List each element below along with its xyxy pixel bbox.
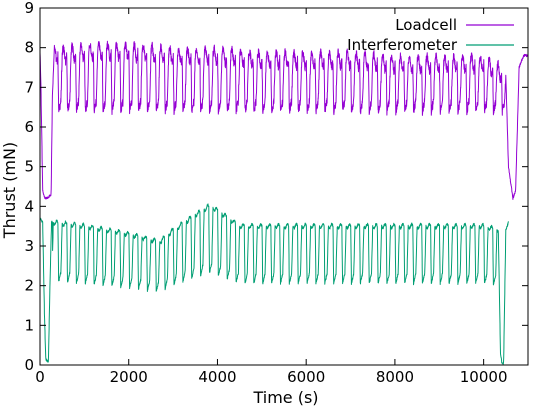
y-tick-label: 2 [24,277,34,295]
y-tick-label: 7 [24,78,34,96]
y-tick-label: 3 [24,237,34,255]
legend-label-loadcell: Loadcell [395,16,457,34]
x-tick-label: 0 [35,368,45,386]
y-tick-label: 6 [24,118,34,136]
x-tick-label: 10000 [460,368,508,386]
x-tick-label: 6000 [287,368,325,386]
series-layer [39,40,529,365]
legend-label-interferometer: Interferometer [347,36,458,54]
y-tick-label: 9 [24,0,34,17]
y-tick-label: 0 [24,356,34,374]
y-tick-label: 5 [24,158,34,176]
ticks-layer: 0 2000 4000 6000 8000 10000 0 1 2 3 4 5 6 7 8 9 [24,0,528,386]
x-tick-label: 4000 [198,368,236,386]
y-axis-label: Thrust (mN) [0,142,19,239]
y-tick-label: 8 [24,39,34,57]
x-tick-label: 2000 [110,368,148,386]
y-tick-label: 1 [24,316,34,334]
series-line-interferometer [39,203,509,365]
y-tick-label: 4 [24,197,34,215]
x-tick-label: 8000 [376,368,414,386]
legend: Loadcell Interferometer [347,16,514,54]
series-line-loadcell [39,40,529,200]
plot-frame [39,7,529,366]
x-axis-label: Time (s) [252,388,318,407]
